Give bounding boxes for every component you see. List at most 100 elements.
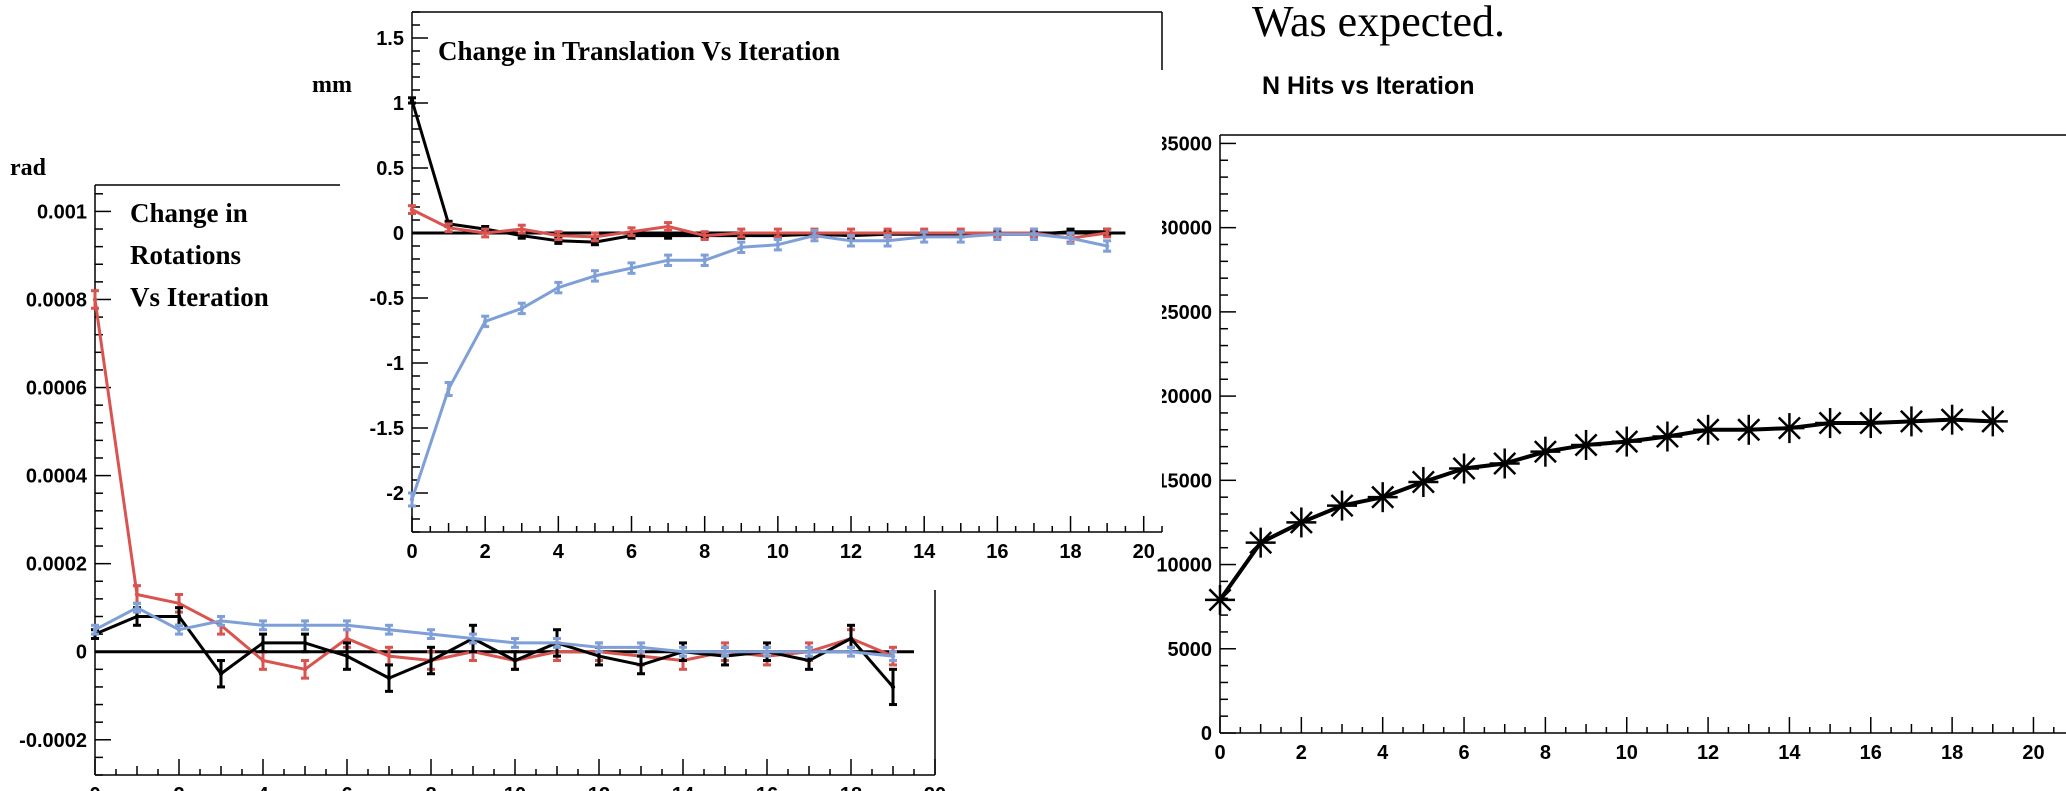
x-tick-label: 16 [1860,742,1882,764]
data-series [1205,404,2008,615]
data-point [470,636,476,641]
data-point [512,658,518,663]
data-point [218,671,224,676]
data-point [1693,414,1724,445]
y-tick-label: -0.0002 [19,730,87,752]
data-point [1571,429,1602,460]
data-point [638,645,644,650]
y-tick-label: 0 [393,223,404,245]
data-point [556,285,561,290]
data-point [556,233,561,238]
data-point [302,623,308,628]
data-series [408,227,1112,508]
asterisk-stroke [1208,588,1232,612]
data-point [638,662,644,668]
x-tick-label: 0 [406,541,417,563]
x-tick-label: 16 [986,541,1008,563]
data-point [764,649,770,654]
asterisk-stroke [1452,457,1476,481]
x-tick-label: 8 [699,541,710,563]
plot-background [412,12,1162,532]
y-axis-ticks [95,193,111,776]
y-tick-label: -1 [386,353,404,375]
y-tick-label: 0 [1201,723,1212,745]
data-point [958,234,963,240]
data-point [629,265,634,271]
asterisk-stroke [1371,485,1395,509]
series-line [1218,417,1993,602]
asterisk-stroke [1655,425,1679,449]
x-tick-label: 12 [840,541,862,563]
data-point [386,675,392,681]
data-point [260,640,266,646]
data-point [134,592,140,597]
asterisk-stroke [1574,433,1598,457]
data-point [1611,426,1642,457]
data-point [1327,490,1358,521]
data-point [134,614,140,619]
data-point [302,640,308,646]
data-point [995,232,1000,237]
data-point [218,618,224,624]
data-point [1367,482,1398,513]
data-point [1733,414,1764,445]
x-tick-label: 20 [1133,541,1155,563]
data-point [409,497,415,502]
x-tick-label: 20 [924,784,946,791]
caption-text: Was expected. [1252,0,1505,46]
chart-title-line: Vs Iteration [130,282,269,312]
data-point [806,649,812,654]
data-point [1031,232,1037,237]
x-tick-label: 2 [480,541,491,563]
data-point [386,627,392,632]
data-point [848,649,854,654]
data-point [722,649,728,654]
data-point [409,98,415,103]
x-tick-label: 14 [1778,742,1801,764]
data-point [921,234,927,240]
data-point [1286,507,1317,538]
data-point [92,627,98,632]
y-axis-ticks [1220,142,1236,734]
x-tick-label: 6 [341,784,352,791]
y-tick-label: 25000 [1156,302,1212,324]
data-point [482,319,488,324]
y-axis-label: mm [312,72,352,98]
x-tick-label: 8 [1540,742,1551,764]
data-point [344,623,350,628]
x-tick-label: 14 [672,784,695,791]
y-tick-label: 30000 [1156,218,1212,240]
data-point [806,658,812,663]
data-point [890,653,896,659]
data-point [1245,527,1276,558]
data-point [665,224,671,229]
asterisk-stroke [1981,409,2005,433]
data-point [1855,408,1886,439]
data-point [739,230,744,236]
asterisk-stroke [1859,411,1883,435]
y-tick-label: 0.5 [376,158,404,180]
y-tick-label: 0.0004 [26,466,88,488]
series-line [93,299,894,671]
y-tick-label: -0.5 [370,288,404,310]
y-tick-label: 1.5 [376,28,404,50]
series-line [410,232,1108,500]
x-tick-label: 14 [913,541,936,563]
data-point [702,258,707,263]
rotation-chart: 02468101214161820-0.000200.00020.00040.0… [10,155,946,791]
x-tick-label: 0 [89,784,100,791]
y-tick-label: 0.0006 [26,378,87,400]
asterisk-stroke [1615,430,1639,454]
data-point [1449,453,1480,484]
data-point [1205,584,1235,615]
data-point [302,667,308,672]
data-point [409,207,415,212]
plot-frame [1219,134,2066,734]
data-point [1408,467,1439,498]
data-point [1068,236,1073,241]
data-point [739,245,744,250]
data-point [176,614,182,619]
x-tick-label: 10 [1616,742,1638,764]
data-point [1977,406,2008,437]
